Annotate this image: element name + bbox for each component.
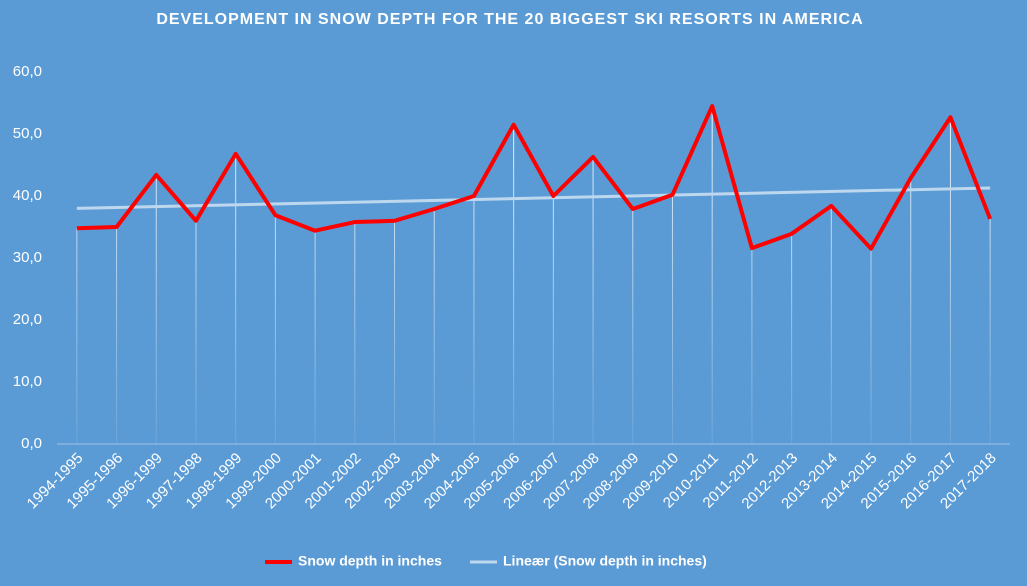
- y-tick-label: 60,0: [13, 63, 42, 80]
- legend-label: Snow depth in inches: [298, 553, 442, 569]
- y-tick-label: 0,0: [21, 435, 42, 452]
- series-line: [76, 104, 993, 251]
- y-tick-label: 30,0: [13, 249, 42, 266]
- y-tick-label: 10,0: [13, 373, 42, 390]
- legend-label: Lineær (Snow depth in inches): [503, 553, 707, 569]
- y-tick-label: 50,0: [13, 125, 42, 142]
- chart-title: DEVELOPMENT IN SNOW DEPTH FOR THE 20 BIG…: [156, 11, 863, 28]
- trendline: [76, 186, 991, 210]
- y-tick-label: 20,0: [13, 311, 42, 328]
- y-tick-label: 40,0: [13, 187, 42, 204]
